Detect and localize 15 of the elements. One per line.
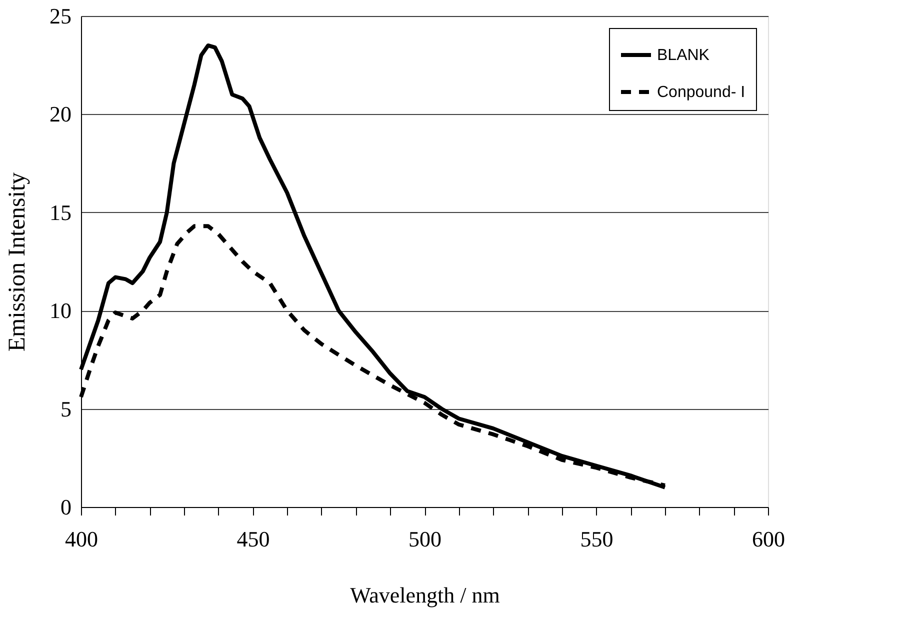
x-tick-label: 450: [236, 526, 270, 552]
y-tick-label: 25: [50, 4, 72, 28]
legend-label: Conpound- I: [657, 84, 746, 101]
y-axis-title: Emission Intensity: [4, 172, 30, 352]
x-tick-label: 600: [752, 526, 785, 552]
y-tick-label: 5: [60, 396, 72, 422]
x-tick-label: 500: [408, 526, 442, 552]
legend-label: BLANK: [657, 47, 710, 64]
y-tick-label: 0: [60, 494, 72, 520]
x-axis-title: Wavelength / nm: [350, 582, 500, 608]
y-tick-label: 20: [50, 102, 72, 127]
x-tick-label: 550: [580, 526, 614, 552]
x-tick-label: 400: [65, 526, 98, 552]
y-tick-label: 15: [50, 200, 72, 225]
y-tick-label: 10: [50, 298, 72, 324]
